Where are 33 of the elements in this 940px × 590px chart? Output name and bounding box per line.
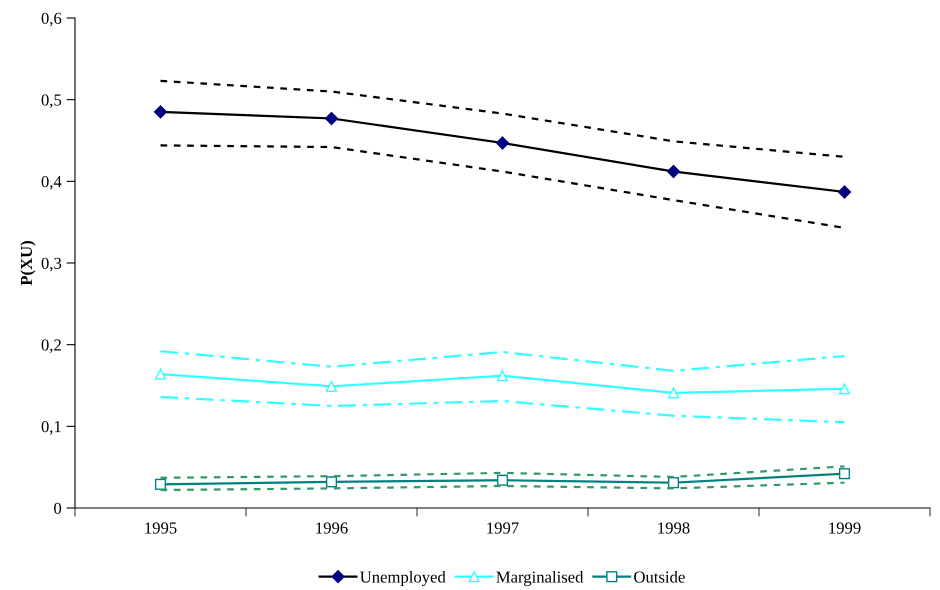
point <box>666 164 680 178</box>
x-tick-label: 1997 <box>487 522 519 534</box>
y-tick-label: 0,2 <box>42 339 61 354</box>
x-tick-label: 1995 <box>145 522 177 534</box>
point <box>326 380 338 392</box>
y-tick-label: 0 <box>54 502 62 514</box>
point <box>324 112 338 126</box>
y-axis-title: P(XU) <box>20 241 36 286</box>
x-tick-label: 1998 <box>658 522 690 534</box>
point <box>838 185 852 199</box>
line-series <box>159 396 846 424</box>
point <box>154 368 166 380</box>
point <box>668 477 680 488</box>
legend-label: Marginalised <box>496 570 584 586</box>
x-tick-label: 1996 <box>316 522 348 534</box>
point <box>154 478 166 490</box>
x-tick-label: 1999 <box>829 522 860 534</box>
legend-label: Unemployed <box>360 570 446 586</box>
point <box>154 105 168 119</box>
point <box>838 468 850 480</box>
point <box>838 383 850 394</box>
y-tick-label: 0,5 <box>42 94 62 108</box>
point <box>326 476 338 488</box>
point <box>496 136 510 150</box>
y-tick-label: 0,3 <box>42 258 62 272</box>
legend-label: Outside <box>634 570 685 583</box>
y-tick-label: 0,1 <box>42 421 61 435</box>
point <box>668 387 680 398</box>
point <box>496 370 508 382</box>
line-series <box>159 350 846 372</box>
y-tick-label: 0,4 <box>42 176 62 190</box>
y-tick-label: 0,6 <box>42 12 62 26</box>
point <box>496 474 508 486</box>
